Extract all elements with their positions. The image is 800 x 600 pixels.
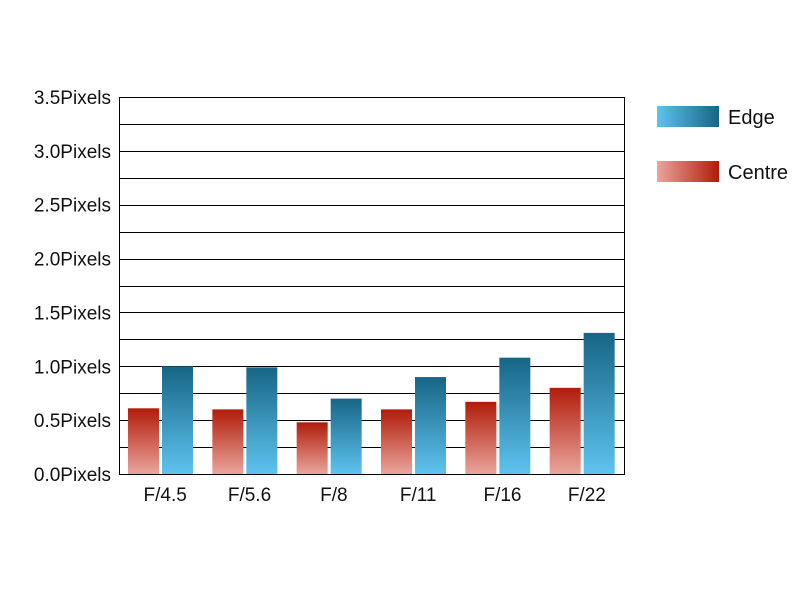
bars [128,332,615,474]
bar-centre [212,409,244,474]
bar-edge [499,357,531,474]
y-tick-label: 1.0Pixels [34,357,111,378]
x-tick-label: F/22 [568,485,606,506]
legend-swatch [657,161,719,182]
legend-label: Edge [728,107,775,129]
bar-edge [246,367,278,474]
y-tick-label: 0.0Pixels [34,465,111,486]
gridlines [119,97,625,448]
legend-edge: Edge [657,106,775,129]
x-tick-label: F/5.6 [228,485,271,506]
legend-swatch [657,106,719,127]
y-tick-label: 2.5Pixels [34,196,111,217]
y-tick-label: 3.5Pixels [34,88,111,109]
bar-centre [381,409,412,474]
bar-centre [128,408,159,474]
y-tick-label: 1.5Pixels [34,303,111,324]
axes [119,97,625,475]
bar-centre [465,401,497,474]
x-tick-label: F/4.5 [144,485,187,506]
legend-centre: Centre [657,161,788,184]
legend: Edge Centre [657,106,788,184]
x-tick-labels: F/4.5 F/5.6 F/8 F/11 F/16 F/22 [144,485,606,506]
bar-edge [415,377,446,474]
bar-edge [583,332,615,474]
y-tick-label: 3.0Pixels [34,142,111,163]
legend-label: Centre [728,162,788,184]
y-tick-label: 0.5Pixels [34,411,111,432]
y-tick-labels: 0.0Pixels 0.5Pixels 1.0Pixels 1.5Pixels 2.0P… [34,88,111,486]
y-tick-label: 2.0Pixels [34,250,111,271]
bar-edge [162,366,193,474]
bar-centre [296,422,328,474]
bar-edge [330,398,362,474]
x-tick-label: F/8 [320,485,347,506]
bar-centre [549,387,581,474]
x-tick-label: F/16 [483,485,521,506]
x-tick-label: F/11 [400,485,437,506]
